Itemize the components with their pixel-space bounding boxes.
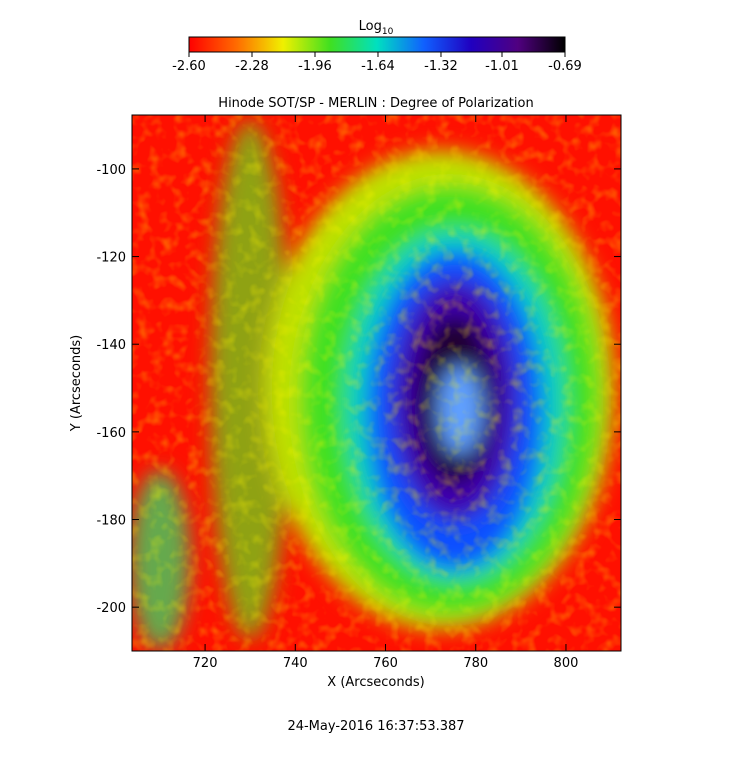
x-tick-label: 780: [463, 656, 488, 671]
colorbar-tick-label: -1.32: [424, 59, 458, 74]
colorbar-title-sub: 10: [382, 27, 394, 37]
colorbar-tick-label: -2.28: [235, 59, 269, 74]
plot-frame: [131, 114, 622, 652]
heatmap-image: [132, 115, 621, 651]
colorbar-title: Log10: [359, 19, 394, 37]
x-tick-label: 760: [373, 656, 398, 671]
y-tick-label: -120: [96, 251, 126, 266]
footer-date: 24-May-2016 16:37:53.387: [287, 719, 464, 734]
x-tick-label: 740: [283, 656, 308, 671]
chart-title: Hinode SOT/SP - MERLIN : Degree of Polar…: [218, 96, 533, 111]
y-tick-label: -100: [96, 163, 126, 178]
x-tick-label: 800: [554, 656, 579, 671]
y-tick-label: -160: [96, 426, 126, 441]
colorbar: [188, 36, 566, 53]
y-tick-label: -140: [96, 338, 126, 353]
colorbar-tick-label: -0.69: [548, 59, 582, 74]
y-axis-label: Y (Arcseconds): [69, 335, 84, 432]
y-tick-label: -200: [96, 601, 126, 616]
colorbar-title-text: Log: [359, 19, 382, 34]
x-axis-label: X (Arcseconds): [327, 675, 424, 690]
colorbar-tick-label: -1.64: [361, 59, 395, 74]
colorbar-tick-label: -2.60: [172, 59, 206, 74]
colorbar-tick-label: -1.01: [485, 59, 519, 74]
x-tick-label: 720: [193, 656, 218, 671]
colorbar-tick-label: -1.96: [298, 59, 332, 74]
y-tick-label: -180: [96, 514, 126, 529]
